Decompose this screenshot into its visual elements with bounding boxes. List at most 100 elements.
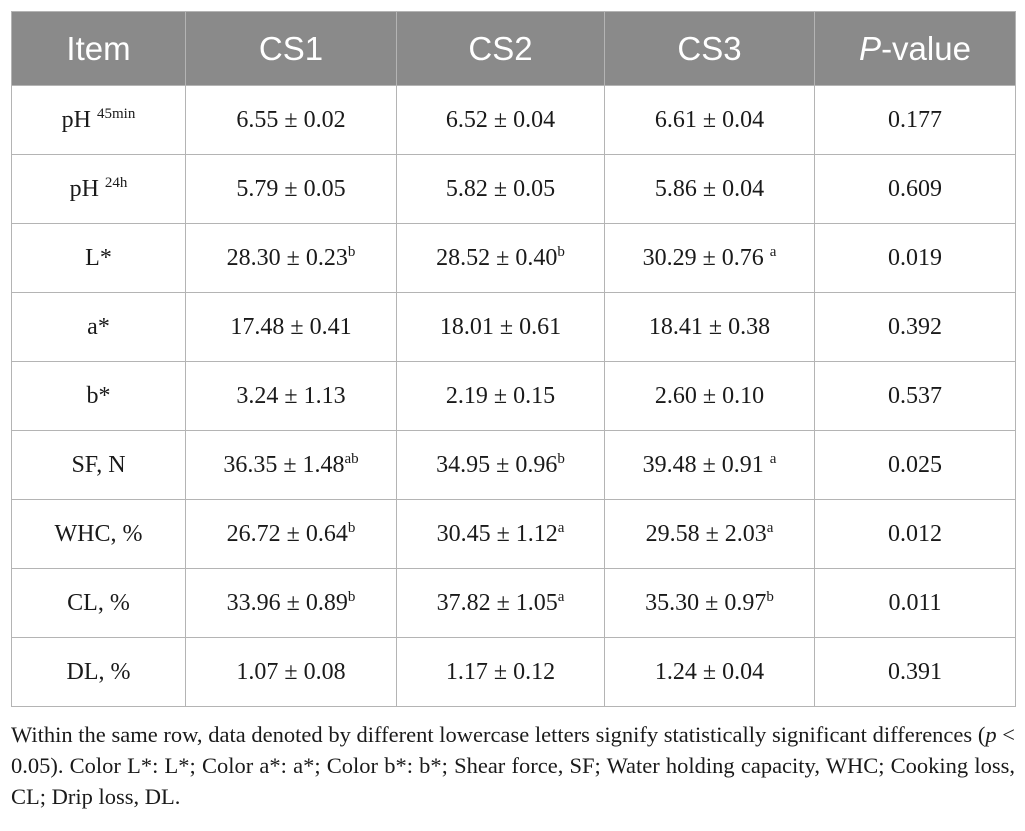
cell-value: 6.55 ± 0.02: [236, 106, 346, 133]
cell-cs1: 6.55 ± 0.02: [185, 85, 397, 155]
cell-cs3: 35.30 ± 0.97b: [604, 568, 815, 638]
cell-value: 26.72 ± 0.64: [226, 520, 348, 547]
header-p-letter: P: [859, 29, 882, 67]
cell-value: 29.58 ± 2.03: [645, 520, 767, 547]
cell-value: 6.52 ± 0.04: [445, 106, 556, 133]
cell-item: pH 24h: [11, 154, 186, 224]
cell-cs3: 30.29 ± 0.76 a: [604, 223, 815, 293]
cell-cs2: 34.95 ± 0.96b: [396, 430, 605, 500]
cell-p-value: 0.011: [814, 568, 1016, 638]
cell-cs1: 17.48 ± 0.41: [185, 292, 397, 362]
table-footnote: Within the same row, data denoted by dif…: [11, 719, 1015, 812]
significance-letter: a: [557, 588, 565, 605]
cell-cs2: 28.52 ± 0.40b: [396, 223, 605, 293]
table-row: b* 3.24 ± 1.13 2.19 ± 0.15 2.60 ± 0.10 0.537: [11, 361, 1016, 431]
cell-value: 35.30 ± 0.97: [645, 589, 767, 616]
cell-cs1: 36.35 ± 1.48ab: [185, 430, 397, 500]
item-label: a*: [87, 313, 110, 340]
cell-p-value: 0.392: [814, 292, 1016, 362]
header-row: Item CS1 CS2 CS3 P-value: [11, 11, 1016, 86]
cell-item: WHC, %: [11, 499, 186, 569]
footnote-text-2: < 0.05). Color L*: L*; Color a*: a*; Col…: [11, 722, 1015, 809]
cell-p-value: 0.025: [814, 430, 1016, 500]
item-superscript: 24h: [104, 174, 128, 191]
item-label: b*: [86, 382, 111, 409]
table-row: pH 45min 6.55 ± 0.02 6.52 ± 0.04 6.61 ± 0.0…: [11, 85, 1016, 155]
header-item: Item: [11, 11, 186, 86]
cell-cs3: 6.61 ± 0.04: [604, 85, 815, 155]
cell-p-value: 0.012: [814, 499, 1016, 569]
cell-cs3: 39.48 ± 0.91 a: [604, 430, 815, 500]
cell-value: 33.96 ± 0.89: [226, 589, 348, 616]
significance-letter: a: [769, 450, 777, 467]
cell-cs2: 5.82 ± 0.05: [396, 154, 605, 224]
cell-value: 36.35 ± 1.48: [223, 451, 345, 478]
footnote-text-1: Within the same row, data denoted by dif…: [11, 722, 986, 747]
header-p-value: P-value: [814, 11, 1016, 86]
cell-value: 5.82 ± 0.05: [445, 175, 556, 202]
cell-cs3: 2.60 ± 0.10: [604, 361, 815, 431]
cell-cs2: 37.82 ± 1.05a: [396, 568, 605, 638]
cell-value: 18.01 ± 0.61: [439, 313, 562, 340]
cell-cs2: 6.52 ± 0.04: [396, 85, 605, 155]
cell-value: 18.41 ± 0.38: [648, 313, 771, 340]
significance-letter: b: [557, 243, 565, 260]
cell-item: b*: [11, 361, 186, 431]
header-cs2: CS2: [396, 11, 605, 86]
cell-item: a*: [11, 292, 186, 362]
cell-value: 6.61 ± 0.04: [654, 106, 765, 133]
cell-p-value: 0.609: [814, 154, 1016, 224]
cell-value: 39.48 ± 0.91: [642, 451, 764, 478]
table-wrapper: Item CS1 CS2 CS3 P-value pH 45min 6.55 ± …: [11, 11, 1016, 812]
cell-cs1: 26.72 ± 0.64b: [185, 499, 397, 569]
cell-value: 1.24 ± 0.04: [654, 658, 765, 685]
cell-item: L*: [11, 223, 186, 293]
table-row: SF, N 36.35 ± 1.48ab 34.95 ± 0.96b 39.48 ± …: [11, 430, 1016, 500]
cell-p-value: 0.537: [814, 361, 1016, 431]
item-label: SF, N: [71, 451, 126, 478]
header-p-suffix: -value: [881, 29, 971, 67]
cell-value: 17.48 ± 0.41: [230, 313, 352, 340]
cell-value: 28.30 ± 0.23: [226, 244, 348, 271]
item-label: DL, %: [66, 658, 131, 685]
item-label: WHC, %: [54, 520, 143, 547]
footnote-p-italic: p: [985, 722, 997, 747]
cell-value: 37.82 ± 1.05: [436, 589, 558, 616]
item-label: pH: [69, 175, 99, 202]
table-row: CL, % 33.96 ± 0.89b 37.82 ± 1.05a 35.30 ± 0…: [11, 568, 1016, 638]
item-superscript: 45min: [97, 105, 136, 122]
item-label: pH: [61, 106, 91, 133]
header-cs3: CS3: [604, 11, 815, 86]
cell-cs1: 5.79 ± 0.05: [185, 154, 397, 224]
significance-letter: a: [769, 243, 777, 260]
cell-cs1: 1.07 ± 0.08: [185, 637, 397, 707]
cell-cs1: 33.96 ± 0.89b: [185, 568, 397, 638]
table-row: L* 28.30 ± 0.23b 28.52 ± 0.40b 30.29 ± 0.76…: [11, 223, 1016, 293]
cell-item: SF, N: [11, 430, 186, 500]
cell-p-value: 0.019: [814, 223, 1016, 293]
table-row: WHC, % 26.72 ± 0.64b 30.45 ± 1.12a 29.58 ± …: [11, 499, 1016, 569]
cell-value: 5.79 ± 0.05: [236, 175, 346, 202]
cell-cs3: 29.58 ± 2.03a: [604, 499, 815, 569]
cell-value: 1.07 ± 0.08: [236, 658, 346, 685]
cell-cs1: 28.30 ± 0.23b: [185, 223, 397, 293]
significance-letter: b: [347, 588, 356, 605]
cell-cs3: 18.41 ± 0.38: [604, 292, 815, 362]
cell-cs2: 30.45 ± 1.12a: [396, 499, 605, 569]
table-body: pH 45min 6.55 ± 0.02 6.52 ± 0.04 6.61 ± 0.0…: [11, 85, 1016, 707]
cell-item: CL, %: [11, 568, 186, 638]
significance-letter: b: [347, 243, 356, 260]
cell-cs1: 3.24 ± 1.13: [185, 361, 397, 431]
cell-item: pH 45min: [11, 85, 186, 155]
item-label: CL, %: [67, 589, 130, 616]
cell-cs3: 5.86 ± 0.04: [604, 154, 815, 224]
significance-letter: a: [766, 519, 774, 536]
significance-letter: b: [557, 450, 565, 467]
significance-letter: b: [766, 588, 774, 605]
item-label: L*: [85, 244, 112, 271]
significance-letter: ab: [344, 450, 359, 467]
cell-cs2: 18.01 ± 0.61: [396, 292, 605, 362]
cell-p-value: 0.391: [814, 637, 1016, 707]
significance-letter: b: [347, 519, 356, 536]
data-table: Item CS1 CS2 CS3 P-value pH 45min 6.55 ± …: [11, 11, 1016, 707]
